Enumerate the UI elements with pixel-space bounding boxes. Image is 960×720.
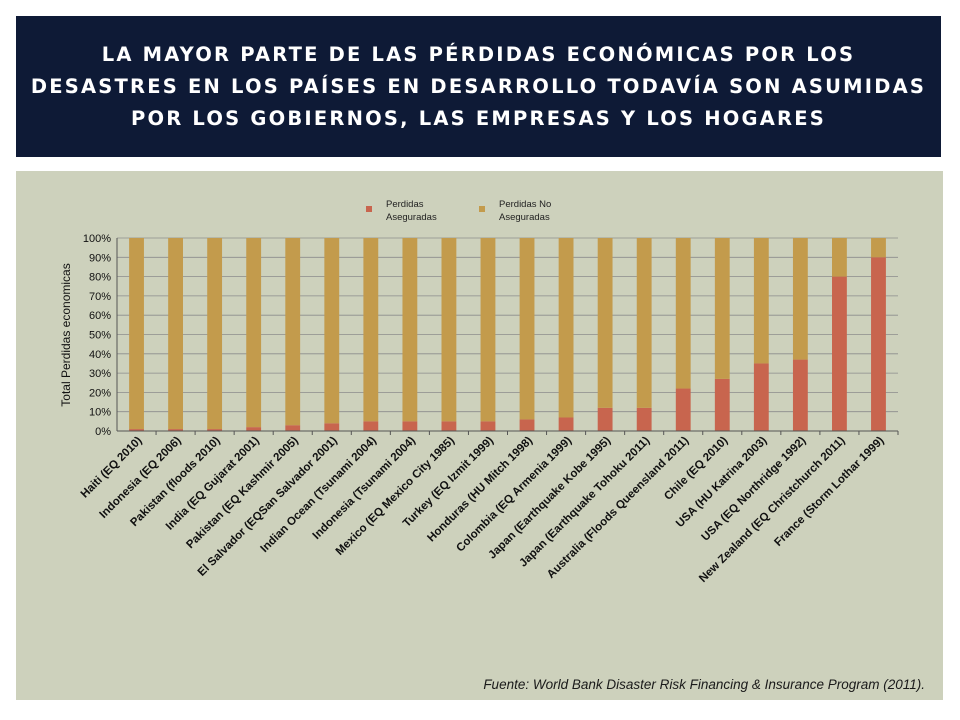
y-tick-label: 20%: [89, 387, 111, 399]
bar-uninsured: [871, 238, 886, 258]
x-tick-label: Australia (Floods Queensland 2011): [545, 435, 691, 581]
bar-insured: [792, 359, 808, 431]
y-tick-label: 0%: [95, 426, 111, 438]
legend-swatch-insured: [366, 206, 372, 212]
bars: [129, 238, 886, 431]
bar-insured: [363, 421, 379, 431]
bar-insured: [402, 421, 418, 431]
bar-insured: [246, 427, 262, 431]
y-tick-label: 60%: [89, 310, 111, 322]
legend-label: Perdidas Aseguradas: [386, 199, 437, 223]
bar-insured: [519, 419, 535, 431]
y-tick-label: 70%: [89, 291, 111, 303]
y-tick-label: 40%: [89, 349, 111, 361]
bar-uninsured: [285, 238, 301, 426]
y-tick-labels: 0% 10% 20% 30% 40% 50% 60% 70% 80% 90% 100%: [83, 233, 111, 438]
bar-uninsured: [441, 238, 457, 422]
gridlines: [117, 237, 898, 432]
bar-uninsured: [792, 238, 808, 360]
bar-insured: [285, 425, 301, 431]
bar-insured: [714, 378, 730, 431]
bar-insured: [871, 257, 886, 431]
bar-uninsured: [714, 238, 730, 379]
bar-uninsured: [168, 238, 183, 430]
bar-insured: [168, 429, 183, 431]
bar-insured: [675, 388, 691, 431]
bar-insured: [324, 423, 340, 431]
y-tick-label: 10%: [89, 407, 111, 419]
y-tick-label: 90%: [89, 252, 111, 264]
bar-uninsured: [519, 238, 535, 420]
bar-insured: [753, 363, 769, 431]
bar-insured: [636, 407, 652, 431]
bar-insured: [558, 417, 574, 431]
bar-uninsured: [675, 238, 691, 389]
y-axis-label: Total Perdidas economicas: [59, 263, 73, 406]
bar-insured: [480, 421, 496, 431]
bar-uninsured: [597, 238, 613, 408]
y-tick-label: 100%: [83, 233, 111, 245]
bar-uninsured: [207, 238, 223, 430]
bar-insured: [207, 429, 223, 431]
bar-uninsured: [753, 238, 769, 364]
bar-uninsured: [129, 238, 144, 430]
axes: [116, 238, 899, 435]
bar-uninsured: [558, 238, 574, 418]
x-tick-labels: Haiti (EQ 2010)Indonesia (EQ 2006)Pakist…: [79, 435, 887, 586]
bar-uninsured: [832, 238, 847, 277]
x-tick-label: New Zealand (EQ Christchurch 2011): [697, 435, 848, 586]
y-tick-label: 30%: [89, 368, 111, 380]
bar-uninsured: [402, 238, 418, 422]
source-note: Fuente: World Bank Disaster Risk Financi…: [483, 677, 925, 692]
legend-label: Perdidas No Aseguradas: [499, 199, 551, 223]
x-tick-label: El Salvador (EQSan Salvador 2001): [196, 435, 340, 579]
chart-panel: Fuente: World Bank Disaster Risk Financi…: [16, 171, 943, 700]
legend: Perdidas Aseguradas Perdidas No Aseguradas: [366, 199, 551, 223]
bar-uninsured: [480, 238, 496, 422]
bar-uninsured: [246, 238, 262, 428]
bar-insured: [597, 407, 613, 431]
title-bar: LA MAYOR PARTE DE LAS PÉRDIDAS ECONÓMICA…: [16, 16, 941, 157]
bar-uninsured: [324, 238, 340, 424]
y-tick-label: 80%: [89, 272, 111, 284]
legend-swatch-uninsured: [479, 206, 485, 212]
bar-insured: [129, 429, 144, 431]
bar-insured: [441, 421, 457, 431]
slide-title: LA MAYOR PARTE DE LAS PÉRDIDAS ECONÓMICA…: [30, 42, 927, 130]
bar-uninsured: [363, 238, 379, 422]
bar-insured: [832, 276, 847, 431]
bar-uninsured: [636, 238, 652, 408]
y-tick-label: 50%: [89, 330, 111, 342]
